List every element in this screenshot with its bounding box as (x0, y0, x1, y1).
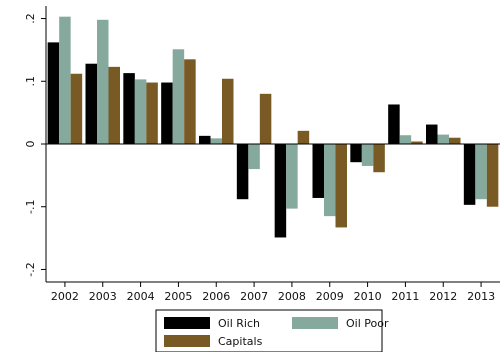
bar-capitals-2013 (486, 144, 499, 207)
bar-oil-rich-2013 (463, 144, 476, 205)
legend-swatch-oil-poor (292, 317, 338, 329)
bar-oil-rich-2009 (312, 144, 324, 198)
x-tick-label: 2011 (391, 290, 419, 303)
bar-oil-poor-2006 (210, 138, 222, 144)
x-tick-label: 2013 (467, 290, 495, 303)
y-ticks: -.2 -.1 0 .1 .2 (24, 13, 46, 277)
bar-capitals-2011 (411, 141, 423, 144)
bar-oil-rich-2003 (85, 63, 97, 144)
bar-capitals-2005 (184, 59, 196, 144)
bar-oil-poor-2007 (248, 144, 260, 170)
x-tick-label: 2003 (89, 290, 117, 303)
bar-oil-rich-2010 (350, 144, 362, 163)
bar-capitals-2006 (222, 78, 234, 144)
bar-oil-poor-2008 (286, 144, 298, 209)
x-tick-label: 2006 (202, 290, 230, 303)
bar-capitals-2004 (146, 82, 158, 144)
x-tick-label: 2008 (278, 290, 306, 303)
bar-capitals-2002 (70, 73, 83, 144)
y-tick-label: .2 (24, 13, 37, 24)
bar-capitals-2009 (335, 144, 347, 228)
bar-oil-rich-2002 (47, 42, 60, 144)
bar-oil-rich-2004 (123, 73, 135, 144)
bar-oil-poor-2005 (172, 49, 185, 144)
bar-oil-poor-2002 (59, 16, 71, 144)
bar-oil-poor-2011 (399, 135, 412, 144)
x-tick-label: 2012 (429, 290, 457, 303)
y-tick-label: -.1 (24, 199, 37, 213)
bar-oil-poor-2003 (97, 19, 109, 144)
bar-oil-rich-2008 (274, 144, 287, 238)
y-tick-label: 0 (24, 141, 37, 148)
legend-swatch-capitals (164, 335, 210, 347)
bar-oil-poor-2012 (437, 134, 449, 144)
legend-label-oil-rich: Oil Rich (218, 317, 260, 330)
bar-capitals-2007 (259, 93, 272, 144)
bar-capitals-2008 (297, 130, 310, 144)
bar-oil-rich-2005 (161, 82, 173, 144)
legend-label-oil-poor: Oil Poor (346, 317, 389, 330)
bar-oil-poor-2010 (361, 144, 374, 166)
bar-oil-rich-2012 (426, 124, 438, 144)
x-tick-label: 2007 (240, 290, 268, 303)
legend: Oil Rich Oil Poor Capitals (155, 309, 389, 352)
x-tick-label: 2005 (164, 290, 192, 303)
x-tick-label: 2010 (354, 290, 382, 303)
x-tick-label: 2004 (127, 290, 155, 303)
bar-oil-poor-2009 (324, 144, 336, 217)
bar-capitals-2003 (108, 66, 120, 144)
bar-oil-poor-2013 (475, 144, 487, 200)
bar-capitals-2012 (449, 137, 461, 144)
bars-layer (47, 16, 499, 238)
bar-capitals-2010 (373, 144, 385, 173)
bar-oil-rich-2007 (236, 144, 249, 200)
bar-oil-rich-2006 (199, 135, 211, 144)
x-tick-label: 2002 (51, 290, 79, 303)
y-tick-label: .1 (24, 76, 37, 87)
x-ticks: 2002 2003 2004 2005 2006 2007 2008 2009 2010 2011… (51, 282, 495, 303)
bar-oil-poor-2004 (134, 79, 147, 144)
legend-swatch-oil-rich (164, 317, 210, 329)
legend-label-capitals: Capitals (218, 335, 263, 348)
x-tick-label: 2009 (316, 290, 344, 303)
y-tick-label: -.2 (24, 262, 37, 276)
bar-oil-rich-2011 (388, 104, 400, 144)
